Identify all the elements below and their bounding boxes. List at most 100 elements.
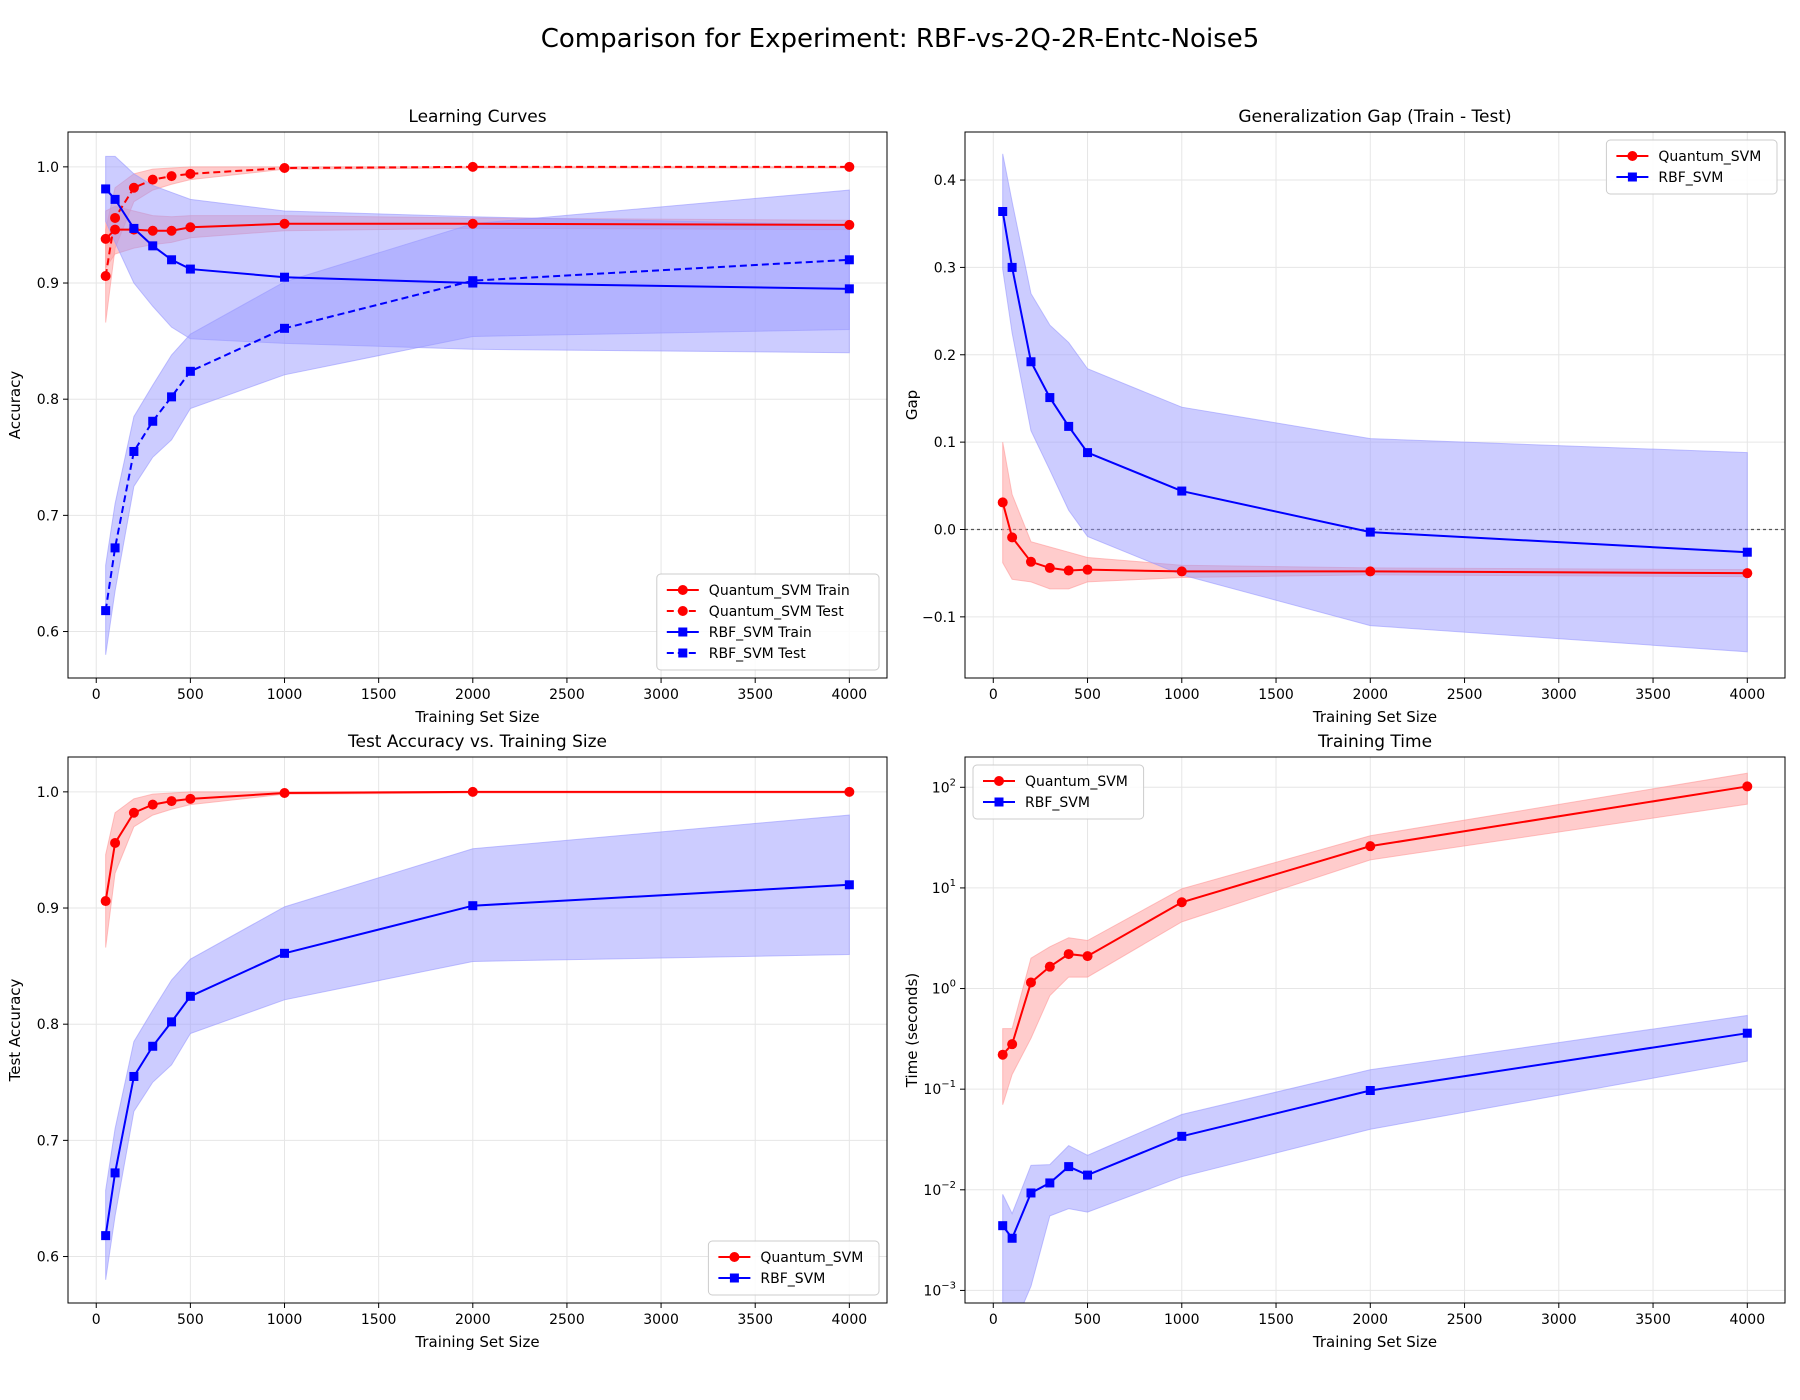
x-tick-label: 1500: [1258, 1312, 1294, 1328]
data-point-rbf-svm-test: [110, 543, 120, 553]
x-tick-label: 3000: [643, 687, 679, 703]
data-point-rbf-svm-test: [148, 416, 158, 426]
data-point-quantum-svm: [1082, 564, 1093, 575]
data-point-rbf-svm: [998, 1221, 1008, 1231]
legend: Quantum_SVM RBF_SVM: [972, 764, 1145, 820]
data-point-rbf-svm: [185, 991, 195, 1001]
data-point-rbf-svm: [844, 880, 854, 890]
data-point-rbf-svm: [468, 901, 478, 911]
data-point-rbf-svm: [1083, 1170, 1093, 1180]
data-point-rbf-svm: [167, 1017, 177, 1027]
data-point-quantum-svm-train: [100, 233, 111, 244]
data-point-rbf-svm-test: [280, 323, 290, 333]
data-point-rbf-svm-test: [844, 255, 854, 265]
panel-training-time: 0 500 1000 1500 2000 2500 3000 3500 4000 10−3 10−2…: [903, 732, 1786, 1351]
legend-label: Quantum_SVM: [1025, 774, 1128, 790]
y-tick-label: 0.6: [37, 625, 59, 641]
data-point-rbf-svm: [1007, 262, 1017, 272]
x-tick-label: 500: [177, 1312, 204, 1328]
y-tick-label: 0.9: [37, 276, 59, 292]
x-axis-label: Training Set Size: [1312, 708, 1437, 726]
y-tick-label: 10−2: [923, 1180, 956, 1199]
data-point-rbf-svm: [148, 1041, 158, 1051]
data-point-quantum-svm: [1044, 562, 1055, 573]
data-point-quantum-svm-train: [467, 218, 478, 229]
data-point-rbf-svm-train: [844, 284, 854, 294]
legend-swatch-marker: [994, 776, 1004, 786]
legend-label: Quantum_SVM Train: [709, 583, 850, 599]
data-point-rbf-svm: [1026, 357, 1036, 367]
data-point-quantum-svm: [1742, 781, 1753, 792]
x-tick-label: 4000: [1729, 687, 1765, 703]
data-point-rbf-svm-test: [129, 446, 139, 456]
y-tick-label: 0.7: [37, 1133, 59, 1149]
data-point-quantum-svm: [1742, 568, 1753, 579]
x-axis-label: Training Set Size: [1312, 1333, 1437, 1351]
x-tick-label: 3000: [1541, 1312, 1577, 1328]
data-point-quantum-svm-test: [185, 168, 196, 179]
data-point-quantum-svm: [128, 807, 139, 818]
x-tick-label: 3500: [1635, 1312, 1671, 1328]
x-tick-label: 1000: [1164, 1312, 1200, 1328]
x-axis-label: Training Set Size: [414, 708, 539, 726]
legend: Quantum_SVM RBF_SVM: [707, 1240, 880, 1296]
y-tick-label: 102: [932, 777, 956, 796]
axes-frame: [67, 756, 888, 1304]
y-tick-label: 1.0: [37, 785, 59, 801]
data-point-quantum-svm-train: [185, 222, 196, 233]
y-axis-label: Accuracy: [6, 371, 24, 440]
legend-label: Quantum_SVM Test: [709, 604, 844, 620]
confidence-band-quantum-svm: [1002, 772, 1748, 1105]
data-point-quantum-svm: [1025, 556, 1036, 567]
legend-swatch-marker: [678, 627, 688, 637]
panel-title: Training Time: [1317, 732, 1432, 752]
y-axis-label: Gap: [903, 390, 921, 420]
confidence-band-rbf-svm: [105, 814, 850, 1280]
data-point-quantum-svm: [1176, 566, 1187, 577]
x-tick-label: 2500: [549, 687, 585, 703]
data-point-quantum-svm-test: [128, 182, 139, 193]
x-tick-label: 1500: [1258, 687, 1294, 703]
x-tick-label: 3000: [1541, 687, 1577, 703]
legend-swatch-marker: [729, 1252, 740, 1262]
data-point-quantum-svm-train: [110, 224, 121, 235]
axes-frame: [964, 131, 1786, 679]
data-point-rbf-svm: [1365, 527, 1375, 537]
data-point-rbf-svm: [1083, 448, 1093, 458]
data-point-rbf-svm-train: [148, 241, 158, 251]
data-point-rbf-svm: [1742, 547, 1752, 557]
x-tick-label: 1000: [267, 687, 303, 703]
data-point-quantum-svm-train: [166, 225, 177, 236]
confidence-band-rbf-svm: [1002, 1014, 1748, 1303]
data-point-rbf-svm-test: [468, 276, 478, 286]
data-point-rbf-svm: [1365, 1086, 1375, 1096]
x-tick-label: 2500: [1447, 687, 1483, 703]
data-point-rbf-svm: [1026, 1188, 1036, 1198]
data-point-quantum-svm: [1082, 951, 1093, 962]
data-layer: [997, 153, 1753, 653]
confidence-band-rbf-svm-test: [105, 189, 850, 655]
data-point-quantum-svm: [1007, 1039, 1018, 1050]
data-point-quantum-svm: [1025, 977, 1036, 988]
data-point-rbf-svm-train: [110, 194, 120, 204]
x-tick-label: 1500: [361, 687, 397, 703]
panel-generalization-gap: 0 500 1000 1500 2000 2500 3000 3500 4000 −0.1 0.0 0…: [903, 107, 1786, 726]
panel-title: Test Accuracy vs. Training Size: [347, 732, 607, 752]
legend-swatch-marker: [678, 648, 688, 658]
legend-label: Quantum_SVM: [1658, 149, 1761, 165]
data-point-quantum-svm: [467, 786, 478, 797]
legend: Quantum_SVM RBF_SVM: [1605, 139, 1778, 195]
data-point-quantum-svm-train: [844, 219, 855, 230]
data-point-rbf-svm: [1064, 1162, 1074, 1172]
data-layer: [997, 772, 1753, 1303]
x-tick-label: 2000: [1352, 1312, 1388, 1328]
legend-swatch-marker: [1627, 151, 1638, 161]
data-layer: [100, 786, 855, 1280]
figure-suptitle: Comparison for Experiment: RBF-vs-2Q-2R-…: [541, 24, 1260, 54]
data-point-rbf-svm-train: [280, 272, 290, 282]
data-point-quantum-svm: [1044, 961, 1055, 972]
panels: 0 500 1000 1500 2000 2500 3000 3500 40000.60.70.…: [6, 107, 1786, 1351]
y-tick-label: 0.6: [37, 1250, 59, 1266]
x-axis-label: Training Set Size: [414, 1333, 539, 1351]
